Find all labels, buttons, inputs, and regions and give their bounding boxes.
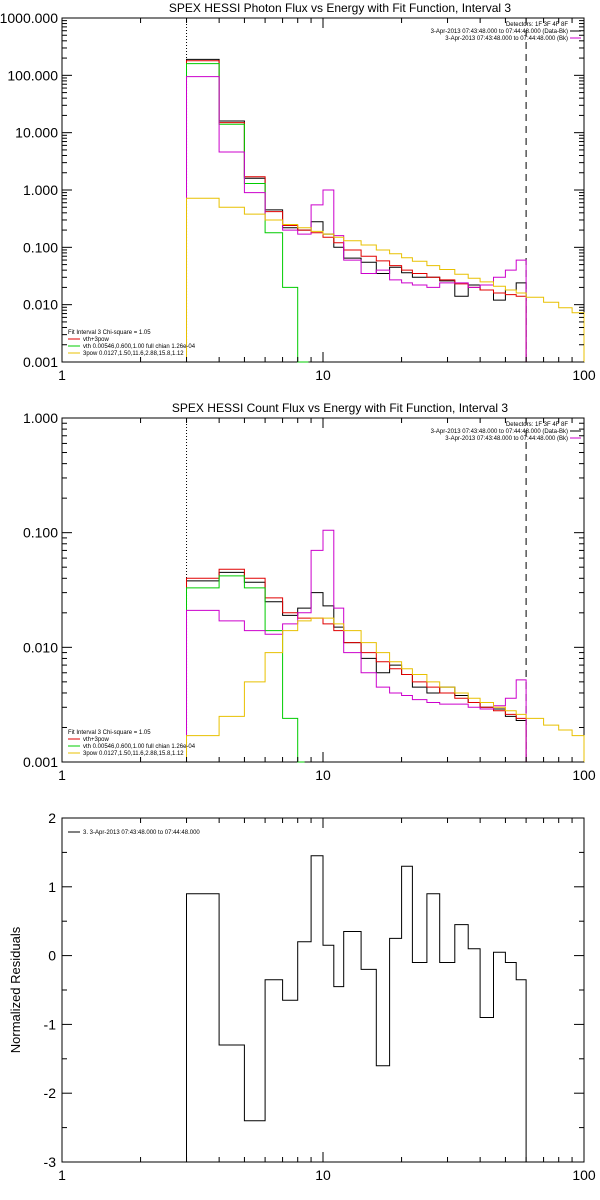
- series-line-1: [186, 568, 527, 762]
- x-tick-label: 1: [58, 367, 66, 383]
- legend-left-entry: 3. 3-Apr-2013 07:43:48.000 to 07:44:48.0…: [83, 830, 200, 836]
- y-tick-label: 1.000: [23, 410, 58, 426]
- series-line-3: [186, 529, 527, 762]
- x-tick-label: 100: [572, 1167, 596, 1183]
- legend-right-entry: 3-Apr-2013 07:43:48.000 to 07:44:48.000 …: [445, 436, 568, 442]
- count-flux-panel: SPEX HESSI Count Flux vs Energy with Fit…: [23, 401, 596, 783]
- legend-left-header: Fit Interval 3 Chi-square = 1.05: [68, 730, 151, 736]
- y-tick-label: 1: [48, 879, 56, 895]
- series-line-4: [186, 617, 585, 762]
- y-tick-label: 1000.000: [0, 10, 58, 26]
- y-tick-label: 0.001: [23, 354, 58, 370]
- x-tick-label: 1: [58, 1167, 66, 1183]
- count-flux-title: SPEX HESSI Count Flux vs Energy with Fit…: [172, 401, 508, 415]
- y-tick-label: 0.100: [23, 525, 58, 541]
- photon-flux-title: SPEX HESSI Photon Flux vs Energy with Fi…: [169, 1, 511, 15]
- y-tick-label: 1.000: [23, 182, 58, 198]
- x-tick-label: 10: [315, 767, 331, 783]
- series-line-1: [186, 60, 527, 362]
- series-line-0: [186, 855, 527, 1162]
- legend-left-entry: vth 0.00546,0.600,1.00 full chian 1.26e-…: [83, 744, 196, 750]
- legend-right-header: Detectors: 1F 3F 4F 8F: [506, 22, 568, 28]
- series-line-2: [186, 575, 305, 763]
- y-tick-label: 10.000: [15, 125, 58, 141]
- x-tick-label: 10: [315, 367, 331, 383]
- y-tick-label: 0.010: [23, 297, 58, 313]
- x-tick-label: 10: [315, 1167, 331, 1183]
- x-tick-label: 100: [572, 767, 596, 783]
- y-tick-label: 0: [48, 948, 56, 964]
- legend-left-entry: vth 0.00546,0.600,1.00 full chian 1.26e-…: [83, 344, 196, 350]
- legend-right-header: Detectors: 1F 3F 4F 8F: [506, 422, 568, 428]
- legend-left-entry: 3pow 0.0127,1.50,11.6,2.88,15.8,1.12: [83, 751, 184, 757]
- series-line-0: [186, 58, 527, 362]
- residuals-y-axis-label: Normalized Residuals: [8, 926, 23, 1053]
- legend-right-entry: 3-Apr-2013 07:43:48.000 to 07:44:48.000 …: [445, 36, 568, 42]
- y-tick-label: 2: [48, 810, 56, 826]
- legend-left-entry: 3pow 0.0127,1.50,11.6,2.88,15.8,1.12: [83, 351, 184, 357]
- legend-right-entry: 3-Apr-2013 07:43:48.000 to 07:44:48.000 …: [431, 29, 568, 35]
- y-tick-label: 100.000: [7, 67, 58, 83]
- legend-left-entry: vth+3pow: [83, 737, 110, 743]
- series-line-2: [186, 63, 309, 363]
- y-tick-label: 0.001: [23, 754, 58, 770]
- y-tick-label: -2: [44, 1085, 57, 1101]
- series-line-0: [186, 571, 527, 762]
- x-tick-label: 1: [58, 767, 66, 783]
- series-line-3: [186, 76, 527, 362]
- y-tick-label: -1: [44, 1016, 57, 1032]
- series-line-4: [186, 197, 585, 362]
- y-tick-label: 0.100: [23, 239, 58, 255]
- legend-right-entry: 3-Apr-2013 07:43:48.000 to 07:44:48.000 …: [431, 429, 568, 435]
- residuals-panel: Normalized Residuals 1 10 100 -3 -2 -1 0 1 2 3. …: [8, 810, 596, 1183]
- y-tick-label: -3: [44, 1154, 57, 1170]
- legend-left-entry: vth+3pow: [83, 337, 110, 343]
- photon-flux-panel: SPEX HESSI Photon Flux vs Energy with Fi…: [0, 1, 596, 383]
- y-tick-label: 0.010: [23, 639, 58, 655]
- x-tick-label: 100: [572, 367, 596, 383]
- legend-left-header: Fit Interval 3 Chi-square = 1.05: [68, 330, 151, 336]
